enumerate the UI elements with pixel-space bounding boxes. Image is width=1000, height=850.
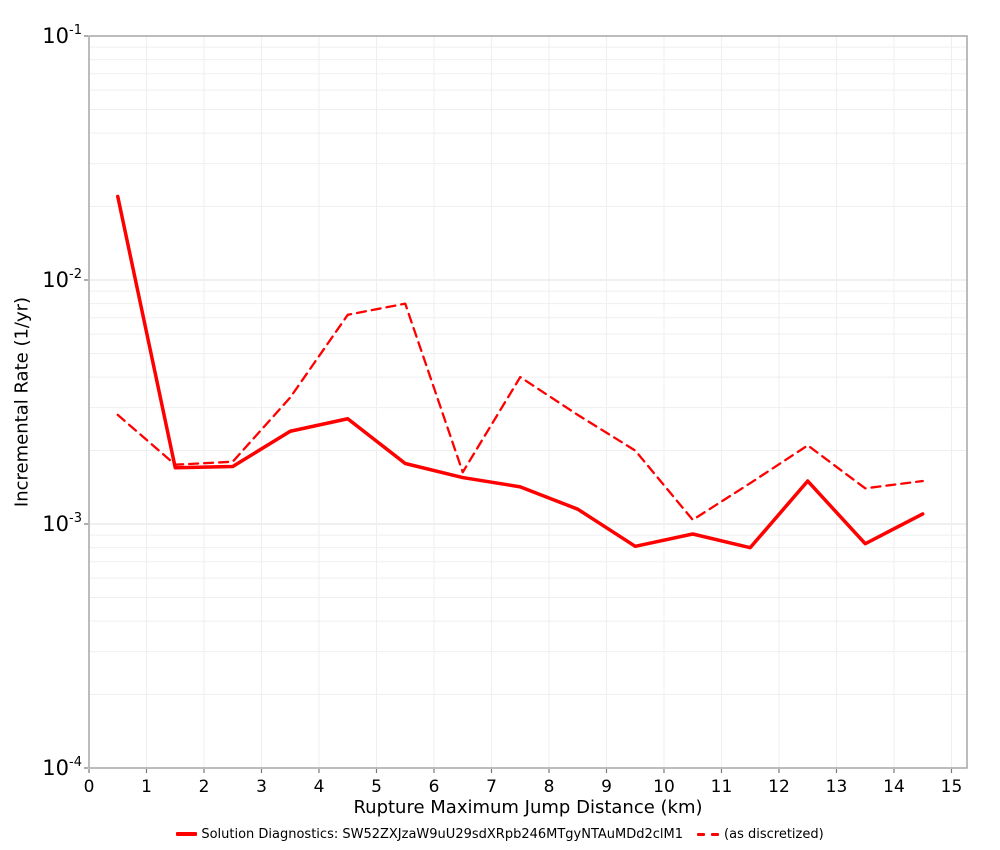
- x-tick-label: 3: [256, 777, 267, 797]
- y-tick-label: 10-2: [42, 267, 82, 292]
- legend-dashed-label: (as discretized): [724, 826, 824, 842]
- legend-item-solid: Solution Diagnostics: SW52ZXJzaW9uU29sdX…: [176, 827, 683, 842]
- x-tick-label: 7: [486, 777, 497, 797]
- x-tick-label: 14: [883, 777, 905, 797]
- x-tick-label: 13: [826, 777, 848, 797]
- plot-border: [88, 35, 968, 769]
- x-axis-title: Rupture Maximum Jump Distance (km): [353, 797, 703, 818]
- x-tick-label: 5: [371, 777, 382, 797]
- x-tick-label: 2: [199, 777, 210, 797]
- y-axis-title: Incremental Rate (1/yr): [11, 296, 33, 508]
- x-tick-label: 12: [768, 777, 790, 797]
- x-tick-label: 9: [601, 777, 612, 797]
- legend-solid-line-icon: [176, 832, 198, 836]
- x-tick-label: 10: [653, 777, 675, 797]
- x-tick-label: 6: [429, 777, 440, 797]
- legend: Solution Diagnostics: SW52ZXJzaW9uU29sdX…: [0, 824, 1000, 844]
- x-tick-label: 8: [544, 777, 555, 797]
- legend-solid-label: Solution Diagnostics: SW52ZXJzaW9uU29sdX…: [201, 826, 684, 842]
- y-tick-label: 10-1: [42, 23, 82, 48]
- x-tick-label: 4: [314, 777, 325, 797]
- series-line-dashed: [116, 302, 924, 521]
- y-tick-label: 10-4: [42, 755, 82, 780]
- legend-dashed-line-icon: [697, 832, 720, 836]
- legend-item-dashed: (as discretized): [683, 827, 824, 842]
- series-line-solid: [115, 194, 925, 550]
- x-tick-label: 11: [711, 777, 733, 797]
- y-tick-label: 10-3: [42, 511, 82, 536]
- x-tick-label: 0: [84, 777, 95, 797]
- x-tick-label: 1: [141, 777, 152, 797]
- x-tick-label: 15: [941, 777, 963, 797]
